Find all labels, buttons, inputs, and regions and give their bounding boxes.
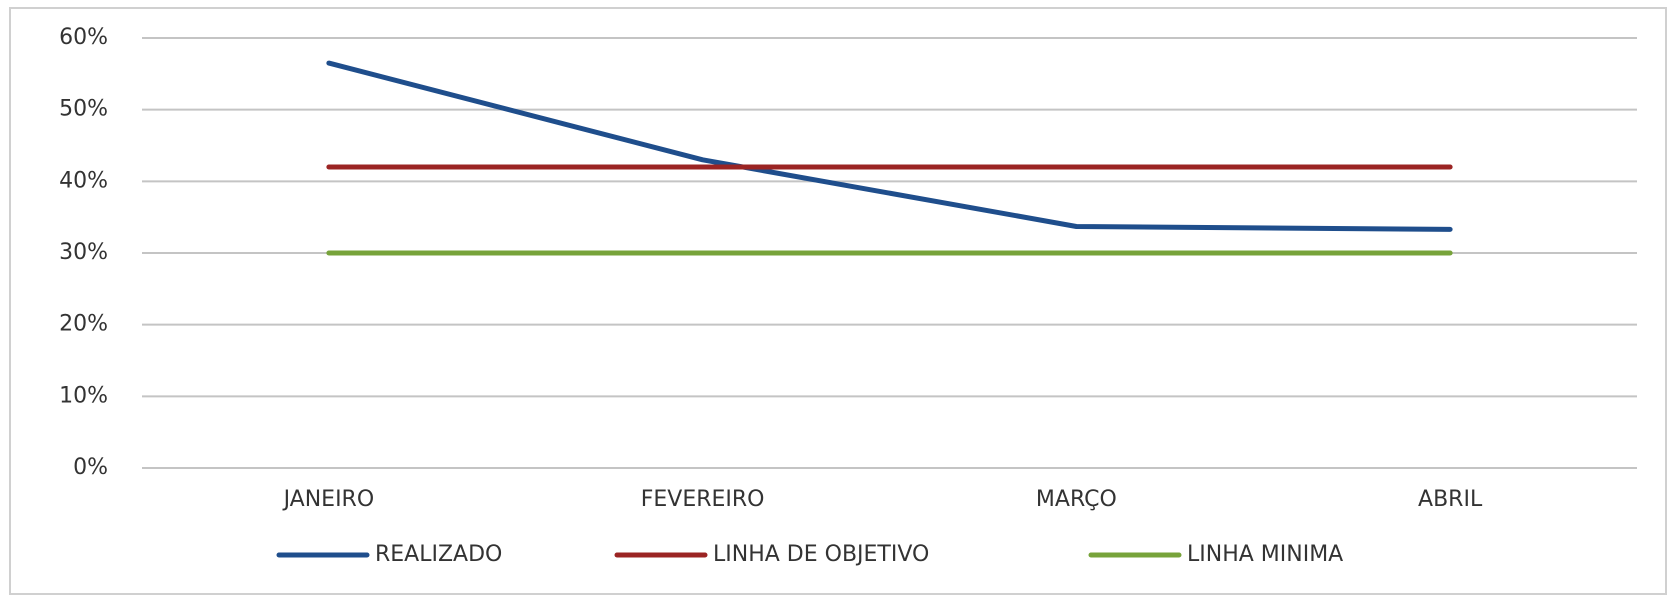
series-line [326,60,1453,232]
y-tick-label: 30% [59,240,108,265]
x-tick-label: MARÇO [1036,487,1117,512]
y-tick-label: 0% [73,455,108,480]
legend-label: REALIZADO [375,542,502,567]
y-tick-label: 50% [59,97,108,122]
legend-label: LINHA DE OBJETIVO [713,542,929,567]
x-tick-label: JANEIRO [282,487,375,512]
y-tick-label: 60% [59,25,108,50]
x-tick-label: ABRIL [1418,487,1483,512]
y-tick-label: 40% [59,168,108,193]
x-tick-label: FEVEREIRO [641,487,765,512]
y-tick-label: 10% [59,383,108,408]
legend-label: LINHA MINIMA [1187,542,1343,567]
y-tick-label: 20% [59,312,108,337]
chart-frame [9,7,1667,595]
